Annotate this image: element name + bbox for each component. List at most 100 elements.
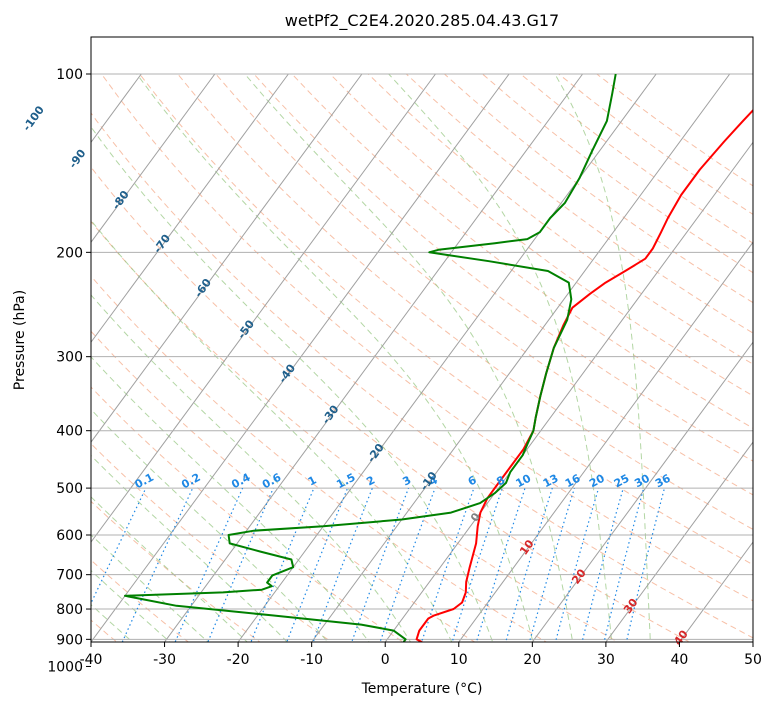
x-tick-label: 30 — [597, 652, 615, 668]
y-tick-label: 600 — [56, 528, 83, 544]
moist-adiabat-line — [244, 73, 574, 642]
mixing-ratio-line — [451, 487, 503, 642]
mixing-ratio-label: 10 — [514, 472, 534, 491]
y-axis-label: Pressure (hPa) — [12, 290, 28, 390]
mixing-ratio-line — [603, 487, 645, 642]
mixing-ratio-line — [250, 487, 315, 642]
mixing-ratio-label: 36 — [653, 472, 673, 491]
y-axis: 100 200 300 400 500 600 700 800 900 1000 — [47, 67, 91, 675]
moist-adiabat-line — [91, 496, 248, 642]
mixing-ratio-label: 13 — [541, 472, 561, 491]
y-tick-label: 200 — [56, 245, 83, 261]
moist-adiabat-line — [554, 73, 651, 642]
plot-area — [0, 73, 753, 679]
y-tick-label: 300 — [56, 350, 83, 366]
dry-adiabat-line — [91, 166, 691, 642]
dry-adiabat-line — [91, 220, 619, 642]
moist-adiabat-line — [91, 604, 134, 642]
profile-lines — [124, 73, 753, 642]
isotherm-line — [311, 73, 731, 642]
dewpoint-profile-line — [124, 73, 617, 642]
mixing-ratio-line — [174, 487, 244, 642]
isotherm-line — [678, 541, 753, 642]
y-tick-label: 1000 — [47, 659, 83, 675]
line-labels: 0.1 0.2 0.4 0.6 1 1.5 2 3 4 6 8 10 13 16 20 25 30 36-100-… — [20, 103, 691, 647]
mixing-ratio-line — [121, 487, 194, 642]
x-tick-label: -20 — [227, 652, 250, 668]
dry-adiabat-line — [91, 275, 548, 642]
moist-adiabat-line — [91, 534, 209, 642]
isotherm-line — [458, 241, 753, 642]
mixing-ratio-label: 2 — [364, 473, 377, 488]
mixing-ratio-line — [475, 487, 526, 642]
mixing-ratio-label: 6 — [466, 473, 479, 488]
dry-adiabat-line — [91, 112, 753, 639]
x-tick-label: 10 — [450, 652, 468, 668]
dry-adiabat-line — [91, 330, 476, 642]
mixing-ratio-line — [91, 487, 147, 605]
moist-adiabat-line — [136, 73, 534, 642]
mixing-ratio-line — [207, 487, 274, 642]
moist-adiabat-line — [388, 73, 613, 642]
moist-adiabat-line — [91, 126, 494, 642]
isotherm-line — [91, 73, 363, 443]
x-axis-label: Temperature (°C) — [361, 681, 483, 697]
mixing-ratio-lines — [91, 487, 666, 642]
dry-adiabat-line — [253, 73, 753, 462]
dry-adiabat-line — [596, 73, 753, 187]
chart-title: wetPf2_C2E4.2020.285.04.43.G17 — [285, 11, 559, 31]
dry-adiabat-line — [444, 73, 753, 304]
dry-adiabat-line — [101, 73, 753, 602]
x-tick-label: 20 — [523, 652, 541, 668]
mixing-ratio-line — [351, 487, 410, 642]
isotherm-line — [91, 73, 216, 244]
mixing-ratio-label: 30 — [632, 471, 652, 490]
plot-frame — [90, 36, 754, 643]
isotherm-line — [91, 73, 289, 344]
dry-adiabat-line — [177, 73, 753, 530]
isotherm-line — [0, 74, 68, 679]
dry-adiabat-line — [91, 559, 190, 642]
mixing-ratio-line — [528, 487, 575, 642]
y-tick-label: 100 — [56, 67, 83, 83]
moist-adiabat-line — [91, 408, 329, 642]
mixing-ratio-line — [505, 487, 553, 642]
isotherm-line — [605, 441, 753, 642]
mixing-ratio-line — [420, 487, 475, 642]
x-tick-label: 40 — [671, 652, 689, 668]
y-tick-label: 700 — [56, 568, 83, 584]
mixing-ratio-line — [554, 487, 600, 642]
x-tick-label: -10 — [300, 652, 323, 668]
dry-adiabat-line — [482, 73, 753, 274]
dry-adiabat-line — [291, 73, 753, 429]
mixing-ratio-line — [286, 487, 349, 642]
isotherm-line — [91, 73, 436, 543]
dry-adiabat-line — [329, 73, 753, 397]
moist-adiabat-line — [91, 356, 370, 642]
isotherm-line — [163, 73, 584, 642]
x-tick-label: -40 — [80, 652, 103, 668]
mixing-ratio-label: 20 — [587, 472, 607, 491]
y-tick-label: 900 — [56, 632, 83, 648]
dry-adiabats — [91, 73, 753, 642]
x-tick-label: 0 — [381, 652, 390, 668]
dry-adiabat-line — [367, 73, 753, 365]
isotherms — [0, 73, 753, 679]
x-tick-label: 50 — [744, 652, 762, 668]
moist-adiabat-line — [91, 294, 412, 642]
x-axis: -40 -30 -20 -10 0 10 20 30 40 50 — [80, 642, 762, 668]
y-tick-label: 800 — [56, 602, 83, 618]
mixing-ratio-label: 25 — [612, 472, 632, 491]
isotherm-line — [531, 341, 753, 642]
y-tick-label: 400 — [56, 424, 83, 440]
mixing-ratio-label: 16 — [563, 472, 583, 491]
y-tick-label: 500 — [56, 481, 83, 497]
moist-adiabat-line — [91, 454, 288, 642]
moist-adiabat-line — [91, 569, 171, 642]
x-tick-label: -30 — [153, 652, 176, 668]
isotherm-label: -100 — [20, 103, 47, 133]
temperature-profile-line — [415, 108, 753, 642]
isotherm-line — [91, 73, 510, 642]
mixing-ratio-line — [312, 487, 373, 642]
